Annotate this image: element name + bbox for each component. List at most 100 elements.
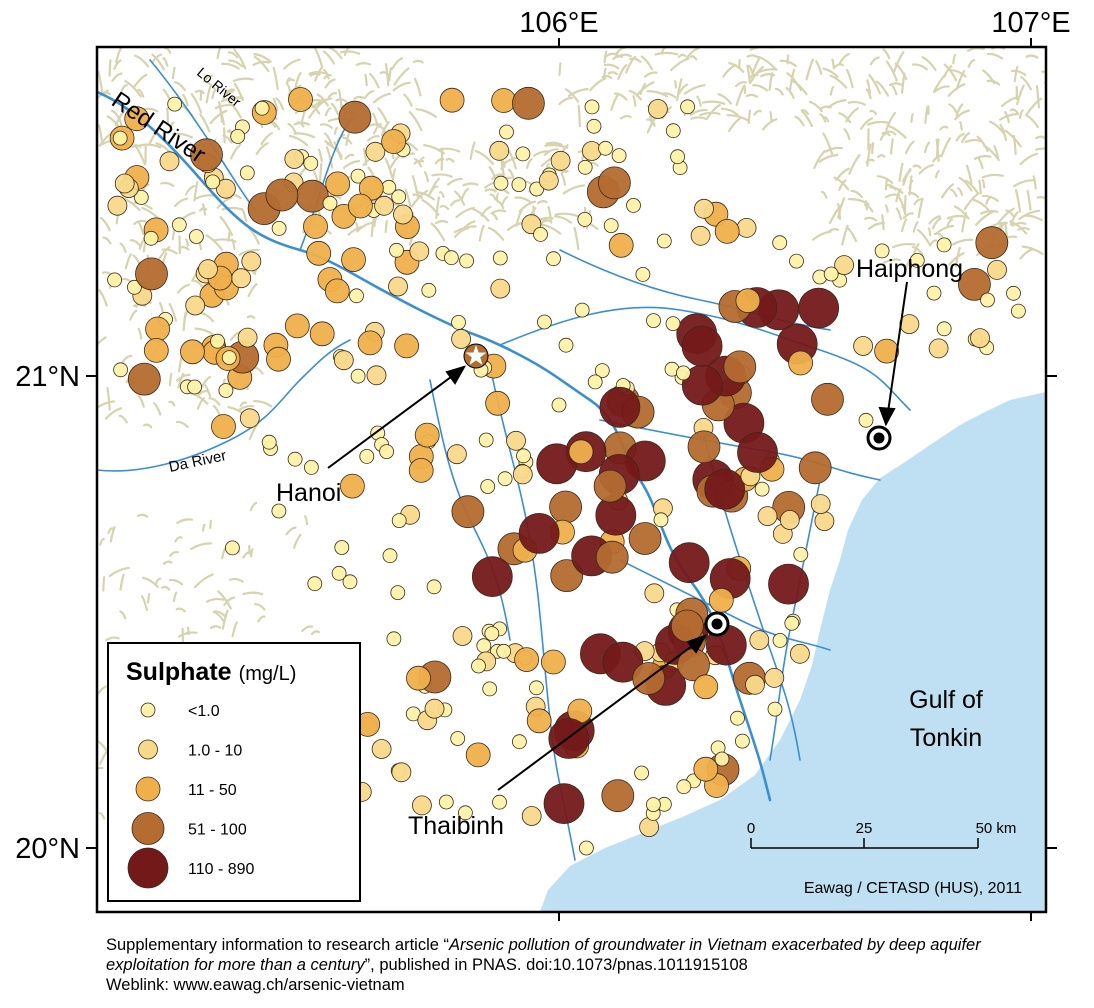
credit-text: Eawag / CETASD (HUS), 2011 <box>804 880 1022 897</box>
relief-stroke <box>129 309 138 321</box>
sample-point <box>135 257 168 291</box>
relief-stroke <box>239 401 247 408</box>
sample-point <box>143 230 159 246</box>
river-line <box>97 339 351 472</box>
sample-point <box>511 177 527 193</box>
sample-point <box>493 175 509 191</box>
sample-point <box>478 432 494 448</box>
relief-stroke <box>177 372 185 389</box>
sample-point <box>602 641 644 683</box>
sample-point <box>497 471 513 487</box>
relief-stroke <box>114 107 127 127</box>
relief-stroke <box>249 501 258 512</box>
relief-stroke <box>1011 221 1027 227</box>
relief-stroke <box>260 132 273 146</box>
relief-stroke <box>829 86 835 96</box>
sample-point <box>874 338 899 364</box>
relief-stroke <box>413 159 425 165</box>
relief-stroke <box>490 173 504 180</box>
sample-point <box>823 266 839 282</box>
sample-point <box>114 173 135 194</box>
relief-stroke <box>373 217 377 227</box>
sample-point <box>306 240 332 266</box>
sample-point <box>634 765 649 781</box>
relief-stroke <box>762 118 778 131</box>
relief-stroke <box>884 204 889 213</box>
sample-points <box>107 86 1026 856</box>
relief-stroke <box>454 190 466 206</box>
relief-stroke <box>820 190 828 199</box>
relief-stroke <box>898 162 904 182</box>
sample-point <box>188 229 204 244</box>
relief-stroke <box>211 89 216 100</box>
relief-stroke <box>208 397 221 406</box>
sample-point <box>451 495 485 529</box>
sample-point <box>107 272 122 288</box>
relief-stroke <box>963 192 980 211</box>
sample-point <box>584 99 600 115</box>
relief-stroke <box>174 536 183 543</box>
relief-stroke <box>171 66 176 80</box>
relief-stroke <box>617 63 628 80</box>
relief-stroke <box>632 95 637 107</box>
sample-point <box>593 469 627 503</box>
sample-point <box>239 408 260 429</box>
relief-stroke <box>868 74 881 95</box>
relief-stroke <box>1013 179 1035 188</box>
relief-stroke <box>699 111 721 117</box>
sample-point <box>205 174 221 190</box>
sample-point <box>374 195 395 216</box>
sample-point <box>779 510 800 530</box>
relief-stroke <box>895 188 902 203</box>
sample-point <box>693 756 719 782</box>
relief-stroke <box>205 597 225 603</box>
sample-point <box>874 243 890 259</box>
relief-stroke <box>941 183 955 199</box>
relief-stroke <box>182 93 189 107</box>
relief-stroke <box>487 226 505 241</box>
relief-stroke <box>355 222 360 232</box>
sample-point <box>626 197 641 213</box>
relief-stroke <box>97 685 107 698</box>
relief-stroke <box>102 576 106 592</box>
relief-stroke <box>175 420 189 429</box>
sample-point <box>653 512 669 528</box>
relief-stroke <box>134 54 150 68</box>
relief-stroke <box>993 145 999 159</box>
scale-label-50: 50 km <box>976 820 1017 837</box>
sample-point <box>512 734 527 750</box>
relief-stroke <box>115 47 123 64</box>
sample-point <box>735 288 761 314</box>
relief-stroke <box>141 595 148 612</box>
relief-stroke <box>99 537 105 546</box>
relief-stroke <box>685 47 700 60</box>
sample-point <box>490 278 511 299</box>
sample-point <box>670 149 685 165</box>
relief-stroke <box>602 67 607 79</box>
relief-stroke <box>961 132 971 144</box>
relief-stroke <box>805 58 815 81</box>
sample-point <box>772 235 788 251</box>
relief-stroke <box>603 63 620 70</box>
relief-stroke <box>453 225 477 234</box>
sample-point <box>465 742 491 768</box>
sample-point <box>690 225 711 246</box>
sample-point <box>793 547 809 562</box>
relief-stroke <box>133 73 148 88</box>
relief-stroke <box>403 93 413 107</box>
relief-stroke <box>474 149 495 165</box>
sample-point <box>516 448 531 464</box>
legend-label: <1.0 <box>188 703 220 720</box>
relief-stroke <box>866 79 872 95</box>
relief-stroke <box>219 216 233 236</box>
relief-stroke <box>1009 211 1019 226</box>
sample-point <box>127 362 161 396</box>
relief-stroke <box>935 224 954 235</box>
sample-point <box>171 217 187 233</box>
relief-stroke <box>113 59 122 70</box>
sample-point <box>730 710 745 726</box>
relief-stroke <box>562 184 586 195</box>
sample-point <box>471 556 513 597</box>
relief-stroke <box>368 72 380 89</box>
